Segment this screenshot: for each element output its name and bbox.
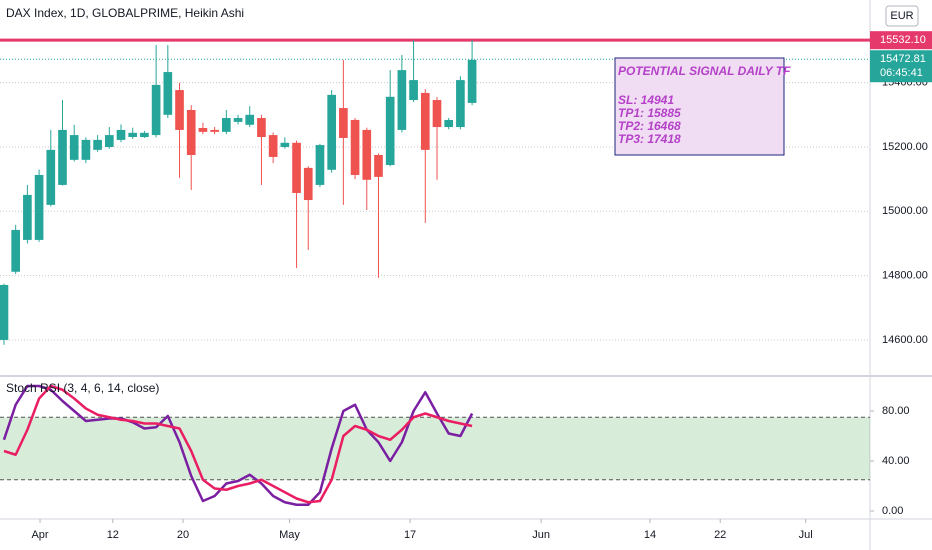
currency-label: EUR (890, 10, 913, 22)
candle-body (151, 84, 161, 136)
currency-box (885, 5, 919, 27)
annotation-line: TP1: 15885 (618, 106, 681, 120)
candle-body (432, 100, 442, 128)
candle-body (116, 129, 126, 140)
candle-body (58, 129, 67, 185)
x-tick-label: Apr (31, 529, 48, 541)
x-tick-label: 17 (404, 529, 416, 541)
annotation-line: TP2: 16468 (618, 119, 681, 133)
x-tick-label: 20 (177, 529, 189, 541)
x-tick-label: 14 (644, 529, 656, 541)
x-tick-label: Jun (532, 529, 550, 541)
candle-body (222, 118, 231, 132)
last-price-box (870, 50, 932, 83)
x-tick-label: Jul (799, 529, 813, 541)
candle-body (350, 119, 360, 175)
y-tick-label: 40.00 (882, 455, 910, 467)
candle-body (46, 149, 56, 205)
candle-body (233, 118, 243, 122)
chart-title: DAX Index, 1D, GLOBALPRIME, Heikin Ashi (6, 6, 244, 20)
annotation-title: POTENTIAL SIGNAL DAILY TF (618, 64, 791, 78)
candle-body (0, 284, 9, 340)
candle-body (409, 80, 418, 101)
candle-body (245, 114, 255, 125)
annotation-line: TP3: 17418 (618, 132, 681, 146)
candle-body (397, 70, 407, 130)
y-tick-label: 80.00 (882, 405, 910, 417)
candle-body (374, 155, 383, 177)
candle-body (292, 142, 301, 193)
annotation-line: SL: 14941 (618, 93, 674, 107)
candle-body (385, 96, 395, 165)
hline-price-box (870, 31, 932, 50)
x-tick-label: 22 (714, 529, 726, 541)
indicator-title: Stoch RSI (3, 4, 6, 14, close) (6, 381, 159, 395)
candle-body (210, 129, 219, 132)
candle-body (362, 129, 372, 180)
candle-body (11, 229, 21, 272)
candle-body (280, 142, 290, 147)
last-price-label: 15472.81 (880, 53, 926, 65)
annotation-box (614, 57, 785, 156)
band-fill (0, 417, 870, 480)
candle-body (186, 109, 196, 156)
candle-body (23, 194, 32, 240)
y-tick-label: 14800.00 (882, 270, 928, 282)
candle-body (140, 132, 149, 138)
candle-body (303, 167, 313, 201)
candle-body (104, 135, 114, 147)
candle-body (198, 128, 208, 132)
countdown-label: 06:45:41 (880, 67, 923, 79)
stoch-line (2, 384, 474, 506)
hline-price-label: 15532.10 (880, 34, 926, 46)
y-tick-label: 14600.00 (882, 334, 928, 346)
candle-body (69, 135, 79, 160)
candle-body (327, 94, 336, 170)
candle-body (339, 108, 348, 138)
candle-body (128, 132, 138, 138)
y-tick-label: 15000.00 (882, 205, 928, 217)
candle-body (420, 92, 430, 150)
candle-body (34, 174, 44, 240)
candle-body (456, 80, 465, 128)
candle-body (93, 139, 102, 150)
candle-body (268, 135, 278, 157)
candle-body (175, 90, 184, 130)
y-tick-label: 15200.00 (882, 141, 928, 153)
stoch-line (3, 384, 473, 504)
candle-body (467, 59, 477, 103)
candle-body (81, 139, 91, 160)
y-tick-label: 0.00 (882, 505, 903, 517)
candle-body (257, 118, 266, 138)
candle-body (163, 72, 173, 115)
candle-body (444, 119, 454, 128)
x-tick-label: 12 (107, 529, 119, 541)
plot: 14600.0014800.0015000.0015200.0015400.00… (0, 5, 932, 541)
x-tick-label: May (279, 529, 300, 541)
candle-body (315, 145, 325, 185)
